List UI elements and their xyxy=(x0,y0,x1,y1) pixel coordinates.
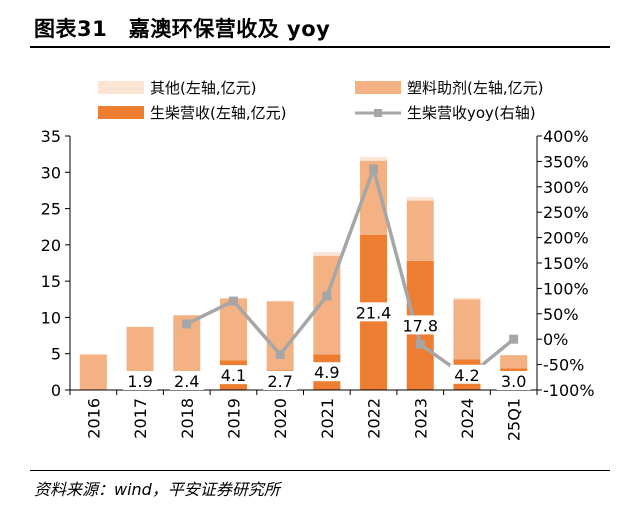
data-label-bg-2021 xyxy=(309,362,344,382)
bar-plastic-2023 xyxy=(406,200,434,261)
data-label-2021: 4.9 xyxy=(314,363,339,382)
chart-title: 图表31 嘉澳环保营收及 yoy xyxy=(34,17,331,41)
data-label-25Q1: 3.0 xyxy=(501,372,526,391)
data-label-2017: 1.9 xyxy=(127,372,152,391)
legend-swatch-plastic xyxy=(355,81,401,94)
data-label-2018: 2.4 xyxy=(174,372,199,391)
left-tick-label: 15 xyxy=(41,272,61,291)
source-note: 资料来源：wind，平安证券研究所 xyxy=(34,480,280,499)
legend-marker-yoy xyxy=(374,109,382,117)
x-tick-label-2018: 2018 xyxy=(178,398,197,439)
legend-label-biodiesel: 生柴营收(左轴,亿元) xyxy=(150,104,286,122)
legend-label-other: 其他(左轴,亿元) xyxy=(150,79,256,97)
bar-plastic-2019 xyxy=(219,298,247,361)
data-label-bg-2018 xyxy=(169,371,204,390)
bar-other-2022 xyxy=(360,157,388,161)
x-tick-label-2017: 2017 xyxy=(131,398,150,439)
chart-canvas: 其他(左轴,亿元) 塑料助剂(左轴,亿元) 生柴营收(左轴,亿元) 生柴营收yoy(右… xyxy=(41,79,595,441)
source-divider xyxy=(30,470,610,471)
x-tick-label-25Q1: 25Q1 xyxy=(505,398,524,441)
left-tick-label: 5 xyxy=(51,345,61,364)
yoy-point-2021 xyxy=(322,291,332,301)
legend-swatch-other xyxy=(98,81,144,94)
data-label-2020: 2.7 xyxy=(267,372,292,391)
x-tick-label-2024: 2024 xyxy=(458,398,477,439)
bar-other-2024 xyxy=(453,297,481,300)
data-label-bg-2019 xyxy=(216,365,251,385)
x-tick-label-2020: 2020 xyxy=(271,398,290,439)
x-tick-label-2016: 2016 xyxy=(84,398,103,439)
yoy-point-25Q1 xyxy=(509,334,519,344)
bar-other-2023 xyxy=(406,196,434,201)
right-tick-label: 250% xyxy=(543,203,589,222)
data-label-bg-2020 xyxy=(263,371,298,390)
bar-plastic-2017 xyxy=(126,326,154,377)
bar-plastic-2016 xyxy=(79,354,107,390)
data-label-bg-2022 xyxy=(351,302,396,322)
legend-label-plastic: 塑料助剂(左轴,亿元) xyxy=(407,79,543,97)
left-tick-label: 10 xyxy=(41,308,61,327)
x-tick-label-2019: 2019 xyxy=(224,398,243,439)
x-tick-label-2021: 2021 xyxy=(318,398,337,439)
yoy-point-2019 xyxy=(228,296,238,306)
data-label-2024: 4.2 xyxy=(454,366,479,385)
data-label-2019: 4.1 xyxy=(221,366,246,385)
right-tick-label: 350% xyxy=(543,152,589,171)
yoy-point-2022 xyxy=(369,164,379,174)
data-label-bg-25Q1 xyxy=(496,371,531,390)
right-tick-label: -50% xyxy=(543,356,584,375)
bar-plastic-2024 xyxy=(453,299,481,360)
yoy-point-2020 xyxy=(275,349,285,359)
data-label-bg-2017 xyxy=(123,371,158,390)
right-tick-label: 150% xyxy=(543,254,589,273)
right-tick-label: -100% xyxy=(543,381,595,400)
data-label-2022: 21.4 xyxy=(356,303,392,322)
left-tick-label: 35 xyxy=(41,127,61,146)
bar-plastic-25Q1 xyxy=(500,355,528,369)
x-tick-label-2023: 2023 xyxy=(411,398,430,439)
left-tick-label: 25 xyxy=(41,200,61,219)
bar-plastic-2020 xyxy=(266,301,294,371)
data-label-2023: 17.8 xyxy=(402,316,438,335)
bar-other-2020 xyxy=(266,300,294,302)
bar-other-2021 xyxy=(313,252,341,256)
right-tick-label: 100% xyxy=(543,279,589,298)
left-tick-label: 30 xyxy=(41,163,61,182)
left-tick-label: 20 xyxy=(41,236,61,255)
right-tick-label: 300% xyxy=(543,178,589,197)
yoy-point-2023 xyxy=(415,339,425,349)
legend-label-yoy: 生柴营收yoy(右轴) xyxy=(407,104,536,122)
left-tick-label: 0 xyxy=(51,381,61,400)
right-tick-label: 400% xyxy=(543,127,589,146)
yoy-point-2018 xyxy=(182,319,192,329)
legend-swatch-biodiesel xyxy=(98,106,144,119)
right-tick-label: 50% xyxy=(543,305,579,324)
right-tick-label: 0% xyxy=(543,330,568,349)
data-label-bg-2024 xyxy=(449,364,484,384)
x-tick-label-2022: 2022 xyxy=(365,398,384,439)
data-label-bg-2023 xyxy=(398,315,443,335)
title-bar: 图表31 嘉澳环保营收及 yoy xyxy=(30,6,610,48)
right-tick-label: 200% xyxy=(543,229,589,248)
